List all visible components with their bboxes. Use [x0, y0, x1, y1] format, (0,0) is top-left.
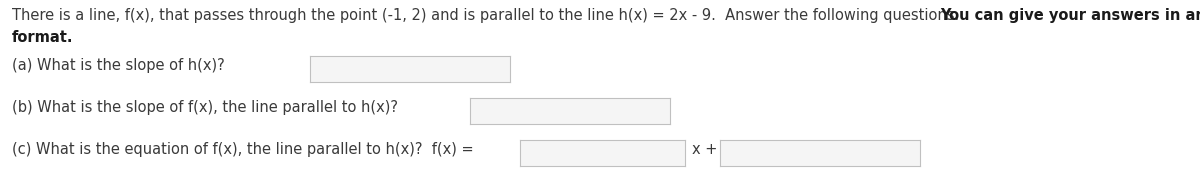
Text: (c) What is the equation of f(x), the line parallel to h(x)?  f(x) =: (c) What is the equation of f(x), the li…	[12, 142, 474, 157]
Text: format.: format.	[12, 30, 73, 45]
Text: (b) What is the slope of f(x), the line parallel to h(x)?: (b) What is the slope of f(x), the line …	[12, 100, 398, 115]
Text: There is a line, f(x), that passes through the point (-1, 2) and is parallel to : There is a line, f(x), that passes throu…	[12, 8, 968, 23]
Text: You can give your answers in any: You can give your answers in any	[940, 8, 1200, 23]
Text: x +: x +	[692, 142, 718, 157]
Text: (a) What is the slope of h(x)?: (a) What is the slope of h(x)?	[12, 58, 224, 73]
